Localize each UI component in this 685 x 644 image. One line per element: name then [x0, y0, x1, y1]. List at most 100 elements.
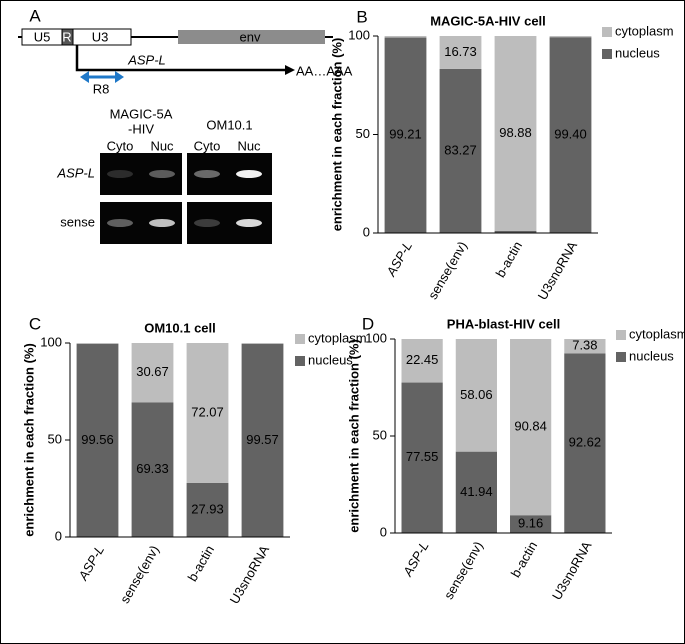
gel-band: [149, 219, 175, 227]
bar-segment: [549, 37, 592, 233]
value-label: 99.57: [246, 432, 279, 447]
value-label: 99.21: [389, 127, 422, 142]
gel-row-label: ASP-L: [56, 165, 95, 180]
bar-segment: [549, 36, 592, 38]
ltr-label: U5: [34, 29, 51, 44]
chart-title: OM10.1 cell: [144, 320, 216, 335]
value-label: 98.88: [499, 125, 532, 140]
lane-label: Cyto: [194, 138, 221, 153]
legend-label: nucleus: [615, 45, 660, 60]
gel-group-label: OM10.1: [206, 117, 252, 132]
bar-segment: [510, 515, 552, 533]
u3-box: [72, 28, 132, 46]
value-label: 22.45: [406, 352, 439, 367]
transcript-label: ASP-L: [127, 52, 166, 67]
y-tick-label: 0: [380, 524, 387, 539]
legend-swatch: [602, 27, 612, 37]
value-label: 72.07: [191, 404, 224, 419]
legend-swatch: [616, 330, 626, 340]
bar-segment: [401, 339, 443, 383]
bar-segment: [455, 339, 497, 452]
bar-segment: [401, 382, 443, 533]
y-tick-label: 100: [365, 330, 387, 345]
value-label: 99.56: [81, 432, 114, 447]
primer-label: R8: [93, 81, 110, 96]
transcript-arrow: [75, 45, 285, 72]
bar-segment: [186, 482, 229, 537]
value-label: 90.84: [514, 419, 547, 434]
y-tick-label: 0: [363, 224, 370, 239]
y-tick-label: 0: [55, 528, 62, 543]
lane-label: Nuc: [237, 138, 261, 153]
env-box: [178, 30, 325, 44]
value-label: 83.27: [444, 142, 477, 157]
value-label: 99.40: [554, 127, 587, 142]
gel-band: [194, 219, 220, 227]
legend-swatch: [295, 334, 305, 344]
legend-swatch: [602, 49, 612, 59]
panel-a: A U5 R U3 env ASP-L AA…AAA R8: [18, 6, 353, 96]
gel-row-label: sense: [60, 214, 95, 229]
y-tick-label: 100: [348, 27, 370, 42]
y-tick-label: 100: [40, 334, 62, 349]
bar-segment: [384, 37, 427, 233]
legend-label: cytoplasm: [629, 326, 685, 341]
poly-a-label: AA…AAA: [296, 63, 353, 78]
bar-segment: [494, 230, 537, 233]
value-label: 69.33: [136, 461, 169, 476]
y-axis-label: enrichment in each fraction (%): [329, 38, 344, 232]
lane-label: Nuc: [150, 138, 174, 153]
gel-group-label: -HIV: [128, 121, 154, 136]
ltr-label: R: [62, 29, 71, 44]
y-axis-label: enrichment in each fraction (%): [21, 343, 36, 537]
gel-band: [107, 219, 133, 227]
panel-letter: C: [29, 314, 41, 333]
bar-segment: [564, 353, 606, 533]
legend-label: nucleus: [308, 352, 353, 367]
bar-segment: [455, 451, 497, 533]
lane-label: Cyto: [107, 138, 134, 153]
value-label: 41.94: [460, 484, 493, 499]
legend-label: cytoplasm: [308, 330, 367, 345]
legend-label: nucleus: [629, 348, 674, 363]
bar-segment: [241, 343, 284, 344]
arrow-head: [285, 65, 295, 75]
value-label: 30.67: [136, 364, 169, 379]
value-label: 58.06: [460, 387, 493, 402]
bar-segment: [76, 343, 119, 537]
bar-segment: [186, 343, 229, 483]
value-label: 9.16: [518, 516, 543, 531]
arrow-head: [80, 71, 89, 83]
bar-segment: [241, 343, 284, 537]
panel-letter: B: [356, 7, 367, 26]
legend-label: cytoplasm: [615, 23, 674, 38]
legend-swatch: [295, 356, 305, 366]
chart-title: PHA-blast-HIV cell: [447, 316, 560, 331]
bar-segment: [131, 402, 174, 537]
chart-title: MAGIC-5A-HIV cell: [430, 13, 546, 28]
gel-band: [236, 170, 262, 178]
panel-letter: A: [29, 6, 41, 25]
value-label: 7.38: [572, 338, 597, 353]
legend-swatch: [616, 352, 626, 362]
gel-band: [107, 170, 133, 178]
gel-image: [100, 153, 182, 195]
bar-segment: [439, 68, 482, 233]
gel-band: [236, 219, 262, 227]
y-tick-label: 50: [48, 431, 62, 446]
y-axis-label: enrichment in each fraction (%): [346, 339, 361, 533]
value-label: 92.62: [569, 435, 602, 450]
bar-segment: [494, 36, 537, 231]
value-label: 16.73: [444, 44, 477, 59]
y-tick-label: 50: [373, 427, 387, 442]
value-label: 27.93: [191, 501, 224, 516]
gel-band: [194, 170, 220, 178]
bar-segment: [439, 36, 482, 69]
ltr-label: U3: [92, 29, 109, 44]
bar-segment: [131, 343, 174, 403]
gel-group-label: MAGIC-5A: [110, 106, 173, 121]
bar-segment: [510, 339, 552, 516]
arrow-head: [115, 71, 124, 83]
panel-letter: D: [362, 314, 374, 333]
